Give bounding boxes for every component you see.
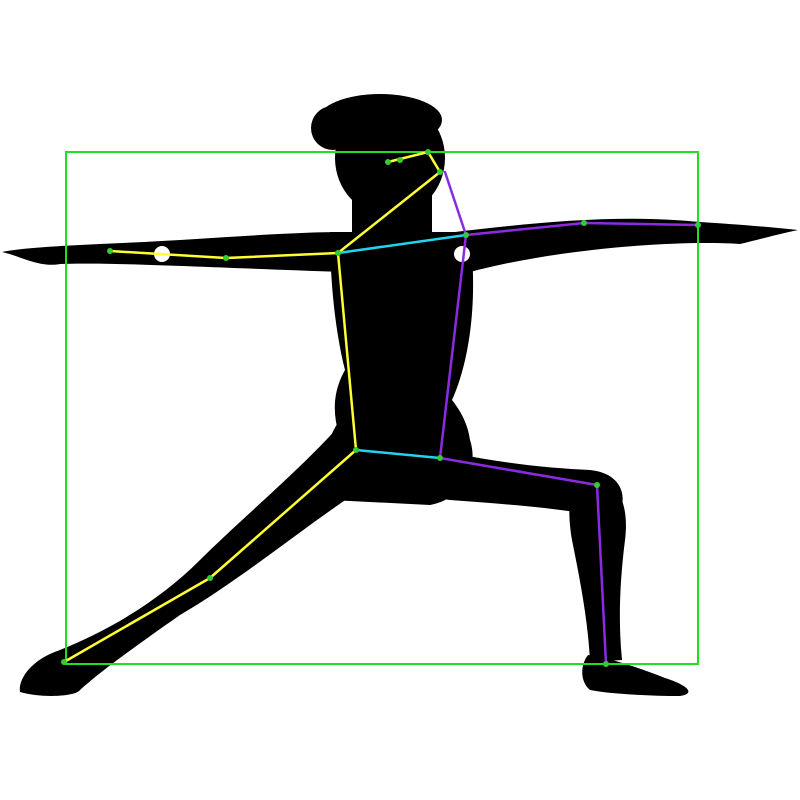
keypoints: [61, 149, 701, 667]
keypoint-left-wrist: [107, 248, 113, 254]
bone-head-left: [386, 150, 430, 164]
bone-shoulder-line: [336, 233, 468, 255]
bone-forearm-left: [108, 249, 228, 260]
bone-thigh-left: [208, 448, 358, 580]
bone-shin-left: [62, 576, 212, 664]
keypoint-right-elbow: [581, 220, 587, 226]
bone-shin-right: [595, 483, 608, 666]
keypoint-left-hip: [353, 447, 359, 453]
keypoint-left-eye: [397, 157, 403, 163]
keypoint-right-ankle: [603, 661, 609, 667]
bone-torso-left: [336, 251, 358, 452]
bone-thigh-right: [438, 456, 599, 487]
keypoint-left-ear: [437, 169, 443, 175]
keypoint-right-knee: [594, 482, 600, 488]
leg-front-shin: [569, 470, 626, 662]
person-silhouette: [2, 94, 798, 696]
bone-forearm-right: [582, 221, 700, 227]
keypoint-left-ankle: [61, 659, 67, 665]
skeleton-left-side: [62, 150, 442, 664]
keypoint-right-wrist: [695, 222, 701, 228]
torso: [330, 232, 474, 460]
keypoint-left-elbow: [223, 255, 229, 261]
arm-right: [455, 218, 798, 272]
skeleton-cross-links: [336, 233, 468, 460]
bone-torso-right: [438, 233, 468, 460]
bone-ear-shoulder-left: [336, 170, 442, 255]
keypoint-left-shoulder: [335, 250, 341, 256]
joint-marker-right-shoulder: [454, 246, 470, 262]
bone-upper-arm-left: [224, 251, 340, 260]
skeleton-right-side: [438, 170, 700, 666]
keypoint-right-shoulder: [463, 232, 469, 238]
keypoint-right-eye: [425, 149, 431, 155]
bounding-box: [65, 151, 699, 665]
leg-back: [19, 425, 369, 696]
bone-eye-ear-left: [426, 150, 442, 174]
keypoint-left-knee: [207, 575, 213, 581]
hair-top: [318, 94, 442, 146]
keypoint-right-hip: [437, 455, 443, 461]
bone-upper-arm-right: [464, 221, 586, 237]
keypoint-nose: [385, 159, 391, 165]
bone-ear-shoulder-right: [443, 170, 468, 237]
foot-front: [582, 655, 689, 696]
arm-left: [2, 232, 345, 272]
bone-hip-line: [354, 448, 442, 460]
